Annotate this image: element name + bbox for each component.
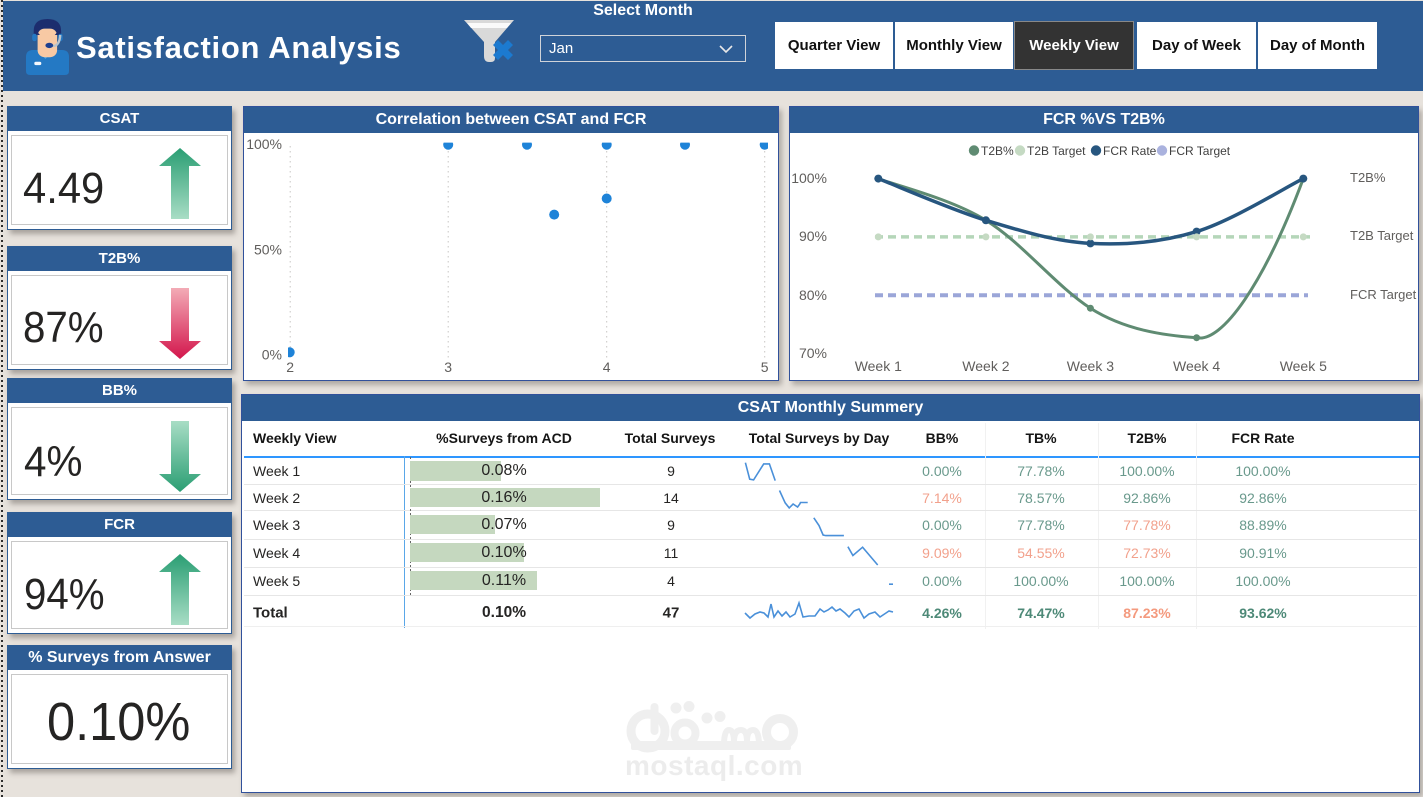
svg-text:FCR Target: FCR Target [1350,287,1417,302]
svg-text:90%: 90% [799,228,827,244]
svg-text:FCR Target: FCR Target [1169,144,1231,158]
svg-text:0%: 0% [262,347,282,363]
svg-text:T2B Target: T2B Target [1027,144,1086,158]
svg-text:2: 2 [286,359,294,375]
svg-text:T2B%: T2B% [981,144,1014,158]
svg-text:Week 2: Week 2 [962,358,1009,374]
svg-text:4: 4 [603,359,611,375]
svg-text:T2B%: T2B% [1350,170,1386,185]
svg-text:Week 5: Week 5 [1280,358,1327,374]
svg-text:100%: 100% [246,136,282,152]
svg-text:Week 1: Week 1 [855,358,902,374]
svg-text:100%: 100% [791,170,827,186]
svg-text:50%: 50% [254,242,282,258]
svg-text:T2B Target: T2B Target [1350,228,1414,243]
svg-text:FCR Rate: FCR Rate [1103,144,1157,158]
svg-text:80%: 80% [799,287,827,303]
svg-text:Week 4: Week 4 [1173,358,1220,374]
svg-text:Week 3: Week 3 [1067,358,1114,374]
svg-text:mostaql.com: mostaql.com [625,750,803,781]
svg-text:70%: 70% [799,345,827,361]
svg-text:3: 3 [444,359,452,375]
svg-text:5: 5 [761,359,769,375]
